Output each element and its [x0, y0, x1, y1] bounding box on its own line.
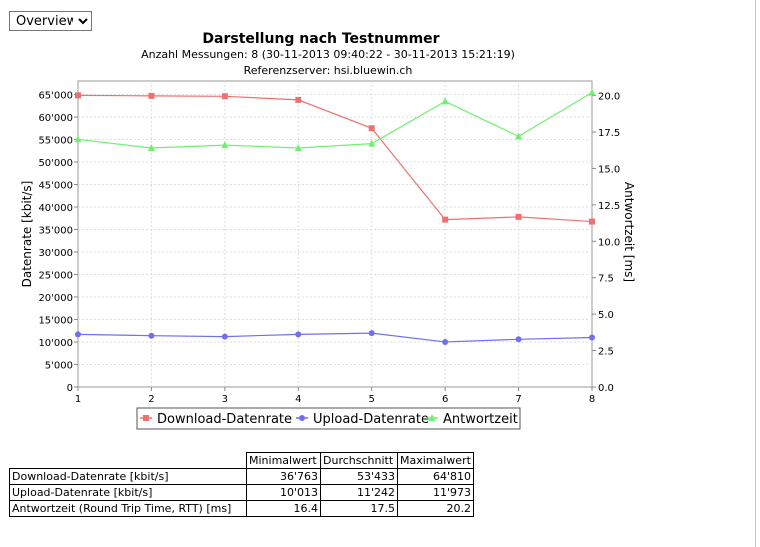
- data-point-2: [294, 144, 302, 152]
- data-point-0: [515, 213, 522, 220]
- view-select[interactable]: Overview: [9, 11, 92, 31]
- data-point-1: [589, 334, 595, 341]
- series-layer: [74, 88, 596, 345]
- y-tick-label: 40'000: [38, 203, 73, 214]
- series-line-0: [77, 94, 593, 223]
- data-point-1: [368, 330, 375, 337]
- page-right-border: [755, 0, 756, 547]
- y-tick-label: 20'000: [38, 293, 73, 304]
- data-point-0: [442, 216, 449, 223]
- y-tick-label: 35'000: [38, 226, 73, 237]
- stats-cell-min: 36'763: [246, 468, 321, 485]
- stats-row-upload: Upload-Datenrate [kbit/s] 10'013 11'242 …: [9, 484, 474, 501]
- y2-tick-label: 2.5: [598, 347, 614, 358]
- y-tick-label: 5'000: [45, 361, 73, 372]
- x-tick-label: 4: [295, 394, 301, 405]
- y-tick-label: 30'000: [38, 248, 73, 259]
- legend-label-2: Antwortzeit: [443, 412, 518, 427]
- data-point-1: [75, 331, 81, 338]
- stats-cell-avg: 53'433: [320, 468, 398, 485]
- data-point-1: [442, 338, 449, 345]
- axes: 0 5'000 10'000 15'000 20'000 25'000 30'000 35'0…: [38, 91, 620, 406]
- stats-row-label: Upload-Datenrate [kbit/s]: [9, 484, 247, 501]
- y2-tick-label: 15.0: [598, 164, 620, 175]
- legend-marker-0: [143, 415, 149, 421]
- y-tick-label: 55'000: [38, 136, 73, 147]
- stats-header-min: Minimalwert: [246, 452, 321, 469]
- data-point-0: [589, 218, 595, 225]
- y-tick-label: 15'000: [38, 316, 73, 327]
- chart-title: Darstellung nach Testnummer: [202, 31, 439, 47]
- y2-tick-label: 5.0: [598, 310, 614, 321]
- data-point-0: [221, 93, 228, 100]
- legend-box: [136, 407, 521, 430]
- stats-cell-avg: 17.5: [320, 500, 398, 517]
- y-tick-label: 45'000: [38, 181, 73, 192]
- data-point-2: [588, 88, 596, 96]
- y2-tick-label: 12.5: [598, 201, 620, 212]
- y-axis-label: Datenrate [kbit/s]: [20, 181, 34, 288]
- grid-lines: [78, 81, 592, 387]
- data-point-0: [148, 92, 155, 99]
- data-point-2: [147, 144, 155, 152]
- legend-label-0: Download-Datenrate: [157, 412, 292, 427]
- stats-cell-min: 10'013: [246, 484, 321, 501]
- plot-area: [77, 80, 593, 388]
- stats-cell-min: 16.4: [246, 500, 321, 517]
- x-tick-label: 7: [515, 394, 521, 405]
- stats-header-avg: Durchschnitt: [320, 452, 398, 469]
- y-tick-label: 10'000: [38, 338, 73, 349]
- data-point-2: [515, 132, 523, 140]
- x-tick-label: 8: [589, 394, 595, 405]
- data-point-1: [295, 331, 302, 338]
- stats-cell-max: 20.2: [397, 500, 474, 517]
- y-tick-label: 0: [67, 383, 73, 394]
- x-tick-label: 2: [148, 394, 154, 405]
- legend-marker-1: [299, 415, 305, 421]
- x-tick-label: 1: [75, 394, 81, 405]
- data-point-2: [441, 97, 449, 105]
- stats-header-empty: [10, 453, 247, 469]
- stats-table: Minimalwert Durchschnitt Maximalwert Dow…: [9, 452, 474, 517]
- series-line-1: [77, 332, 593, 343]
- stats-row-download: Download-Datenrate [kbit/s] 36'763 53'43…: [9, 468, 474, 485]
- chart-subtitle-line-2: Referenzserver: hsi.bluewin.ch: [244, 64, 413, 77]
- y2-tick-label: 0.0: [598, 383, 614, 394]
- stats-cell-max: 11'973: [397, 484, 474, 501]
- y2-tick-label: 10.0: [598, 237, 620, 248]
- stats-cell-avg: 11'242: [320, 484, 398, 501]
- y2-tick-label: 17.5: [598, 128, 620, 139]
- data-point-0: [295, 96, 302, 103]
- data-point-2: [74, 135, 82, 143]
- y2-axis-label: Antwortzeit [ms]: [622, 182, 636, 282]
- y2-tick-label: 7.5: [598, 274, 614, 285]
- stats-row-label: Antwortzeit (Round Trip Time, RTT) [ms]: [9, 500, 247, 517]
- y-tick-label: 65'000: [38, 91, 73, 102]
- data-point-0: [368, 125, 375, 132]
- x-tick-label: 6: [442, 394, 448, 405]
- legend: Download-Datenrate Upload-Datenrate Antwor…: [136, 407, 521, 430]
- stats-header-max: Maximalwert: [397, 452, 474, 469]
- data-point-0: [75, 92, 81, 99]
- legend-label-1: Upload-Datenrate: [313, 412, 429, 427]
- x-tick-label: 3: [222, 394, 228, 405]
- data-point-1: [148, 332, 155, 339]
- y-tick-label: 25'000: [38, 271, 73, 282]
- x-tick-label: 5: [369, 394, 375, 405]
- data-point-1: [221, 333, 228, 340]
- legend-marker-2: [428, 414, 436, 421]
- chart: Darstellung nach Testnummer Anzahl Messu…: [20, 31, 636, 430]
- series-line-2: [77, 92, 593, 149]
- y-tick-label: 60'000: [38, 113, 73, 124]
- stats-row-rtt: Antwortzeit (Round Trip Time, RTT) [ms] …: [9, 500, 474, 517]
- data-point-2: [368, 139, 376, 147]
- chart-subtitle-line-1: Anzahl Messungen: 8 (30-11-2013 09:40:22…: [141, 48, 515, 61]
- data-point-1: [515, 336, 522, 343]
- stats-row-label: Download-Datenrate [kbit/s]: [9, 468, 247, 485]
- stats-header-row: Minimalwert Durchschnitt Maximalwert: [10, 452, 474, 469]
- y2-tick-label: 20.0: [598, 92, 620, 103]
- data-point-2: [221, 141, 229, 149]
- stats-cell-max: 64'810: [397, 468, 474, 485]
- y-tick-label: 50'000: [38, 158, 73, 169]
